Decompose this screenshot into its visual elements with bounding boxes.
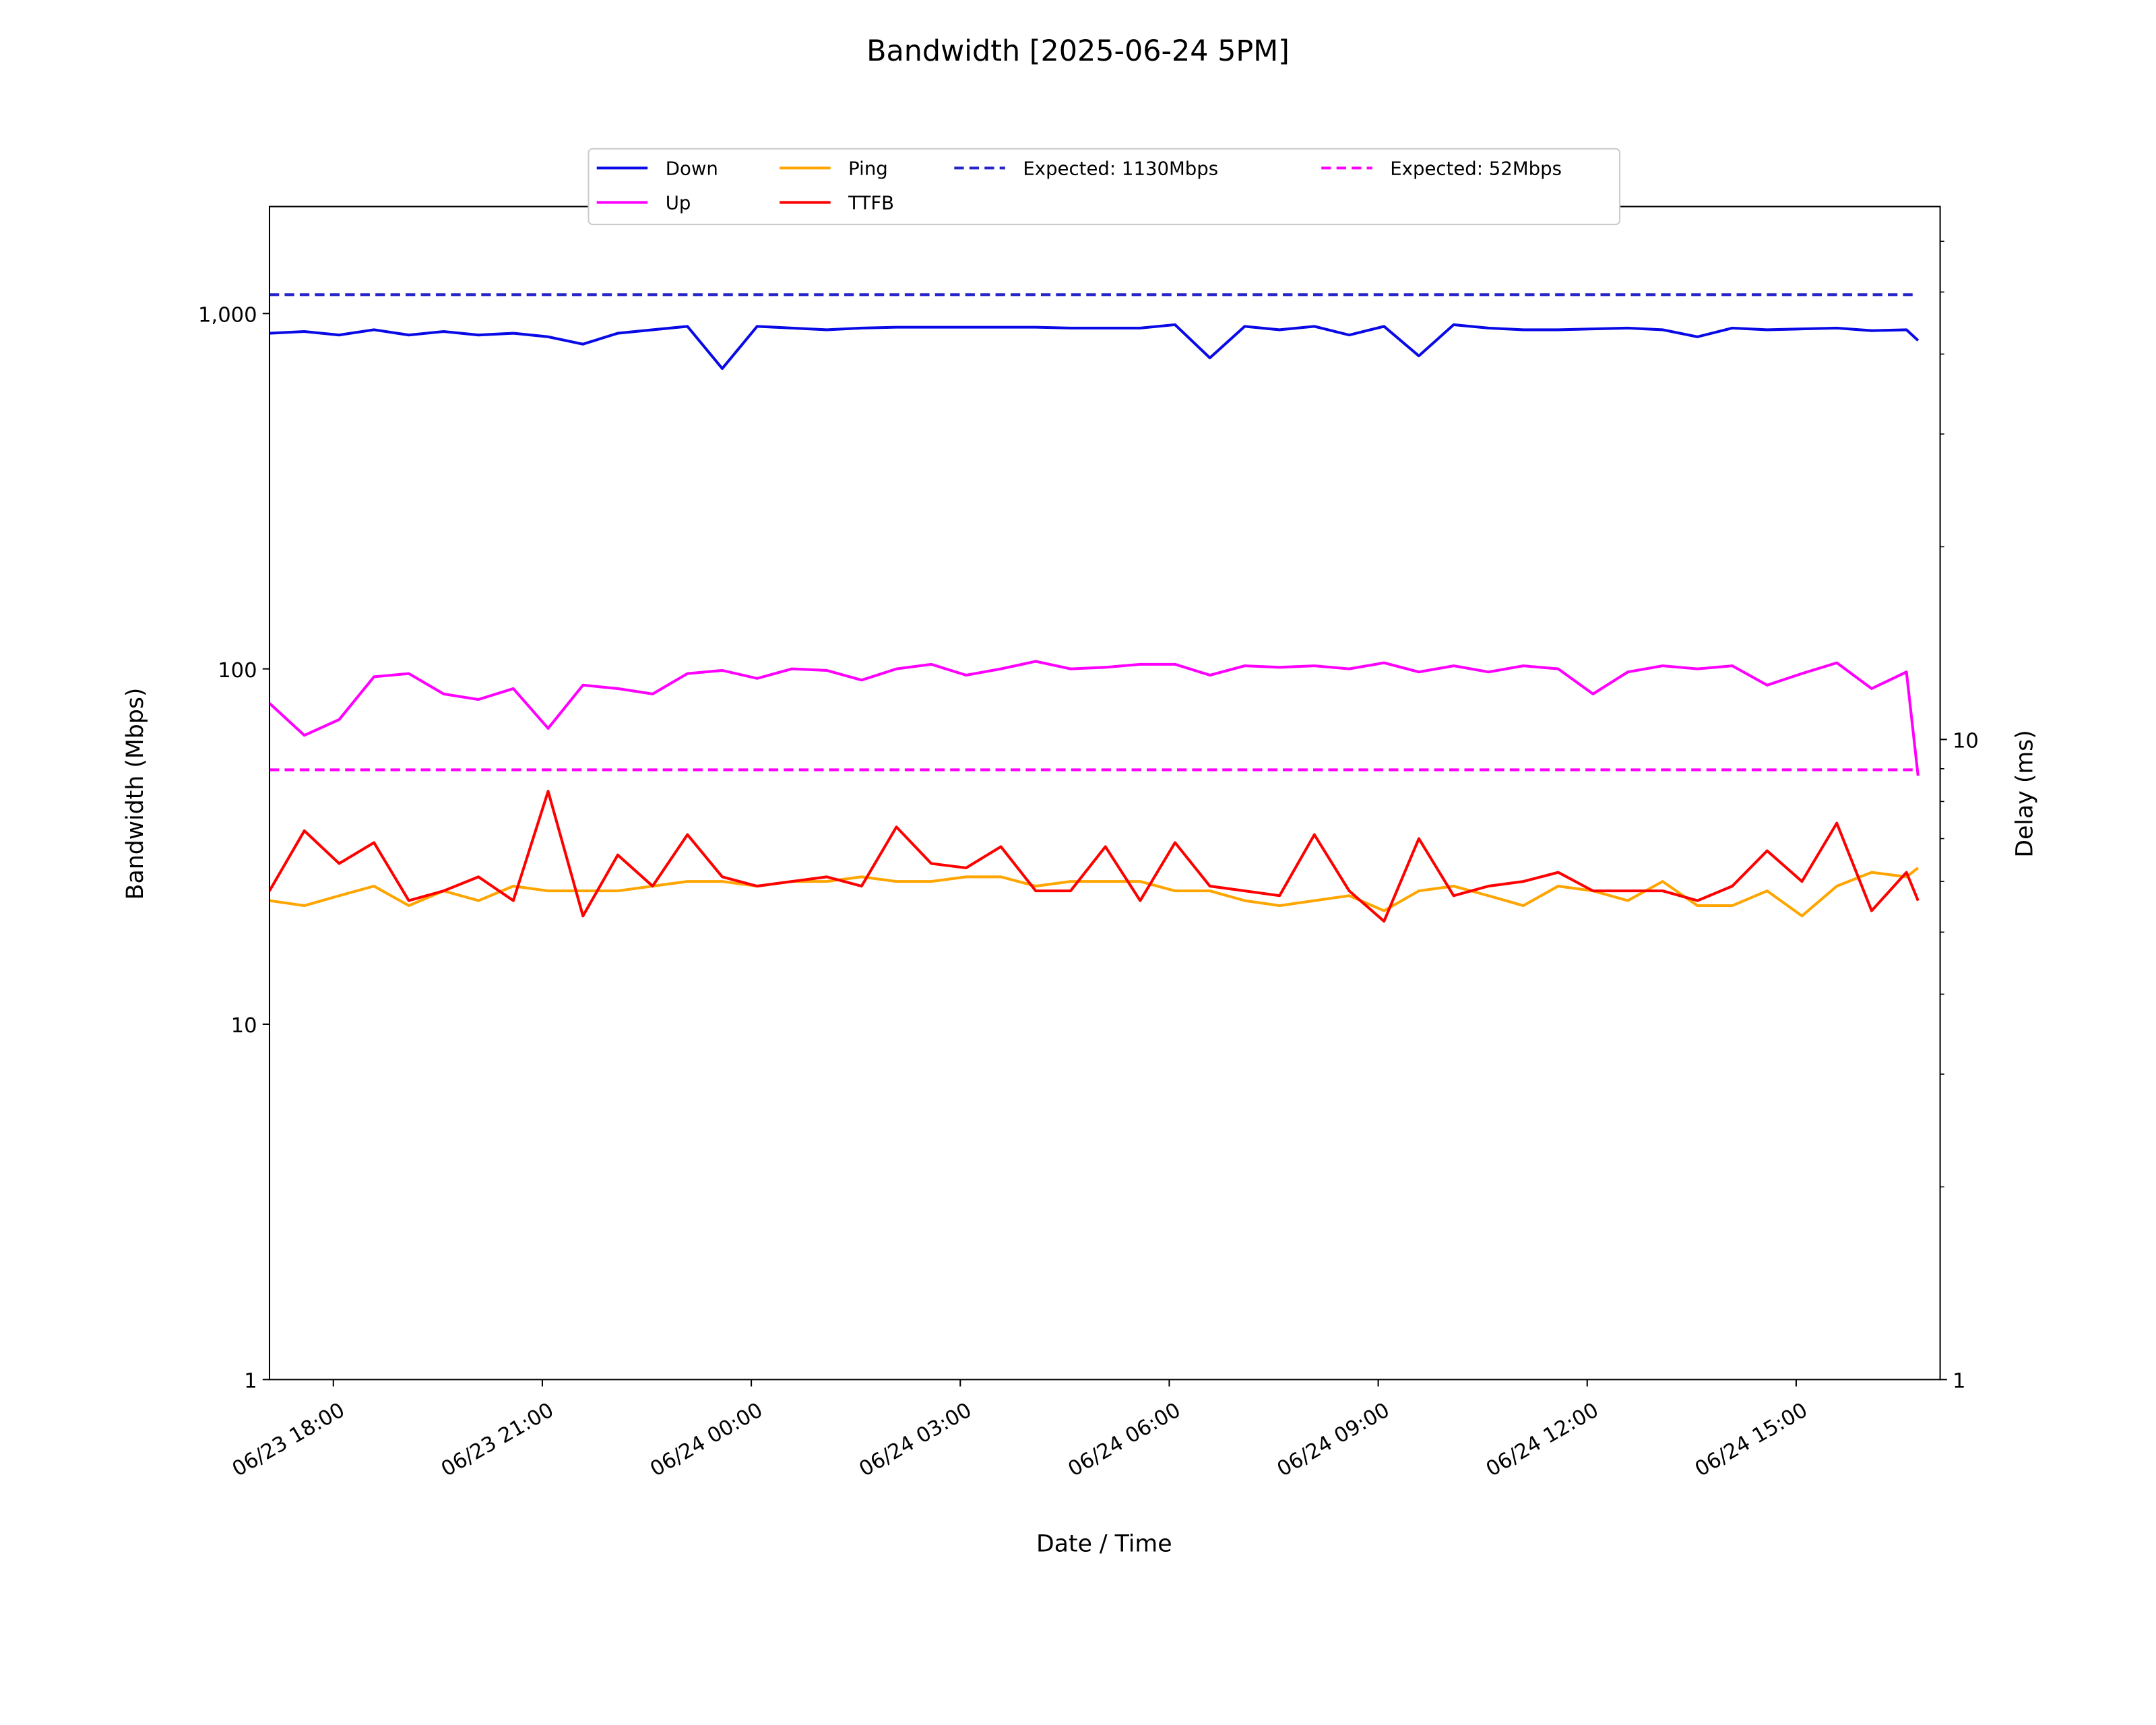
legend-label: Down	[666, 158, 718, 179]
y-axis-label: Bandwidth (Mbps)	[122, 688, 149, 900]
legend-label: Expected: 52Mbps	[1390, 158, 1562, 179]
legend-label: Up	[666, 192, 691, 214]
series-line	[270, 867, 1920, 918]
chart-title: Bandwidth [2025-06-24 5PM]	[866, 34, 1290, 68]
legend-label: Ping	[848, 158, 888, 179]
series-line	[270, 323, 1920, 371]
y-tick-label: 100	[218, 659, 257, 683]
y2-axis-label: Delay (ms)	[2011, 730, 2038, 857]
legend-box	[588, 148, 1621, 226]
y-tick-label: 1	[244, 1370, 257, 1393]
legend-label: TTFB	[848, 192, 894, 214]
x-axis-label: Date / Time	[1036, 1530, 1172, 1557]
series-line	[270, 660, 1920, 776]
y2-tick-label: 1	[1953, 1370, 1965, 1393]
series-line	[270, 790, 1920, 923]
y2-tick-label: 10	[1953, 730, 1979, 753]
y-tick-label: 1,000	[198, 304, 257, 327]
y-tick-label: 10	[231, 1014, 257, 1038]
legend-label: Expected: 1130Mbps	[1023, 158, 1218, 179]
